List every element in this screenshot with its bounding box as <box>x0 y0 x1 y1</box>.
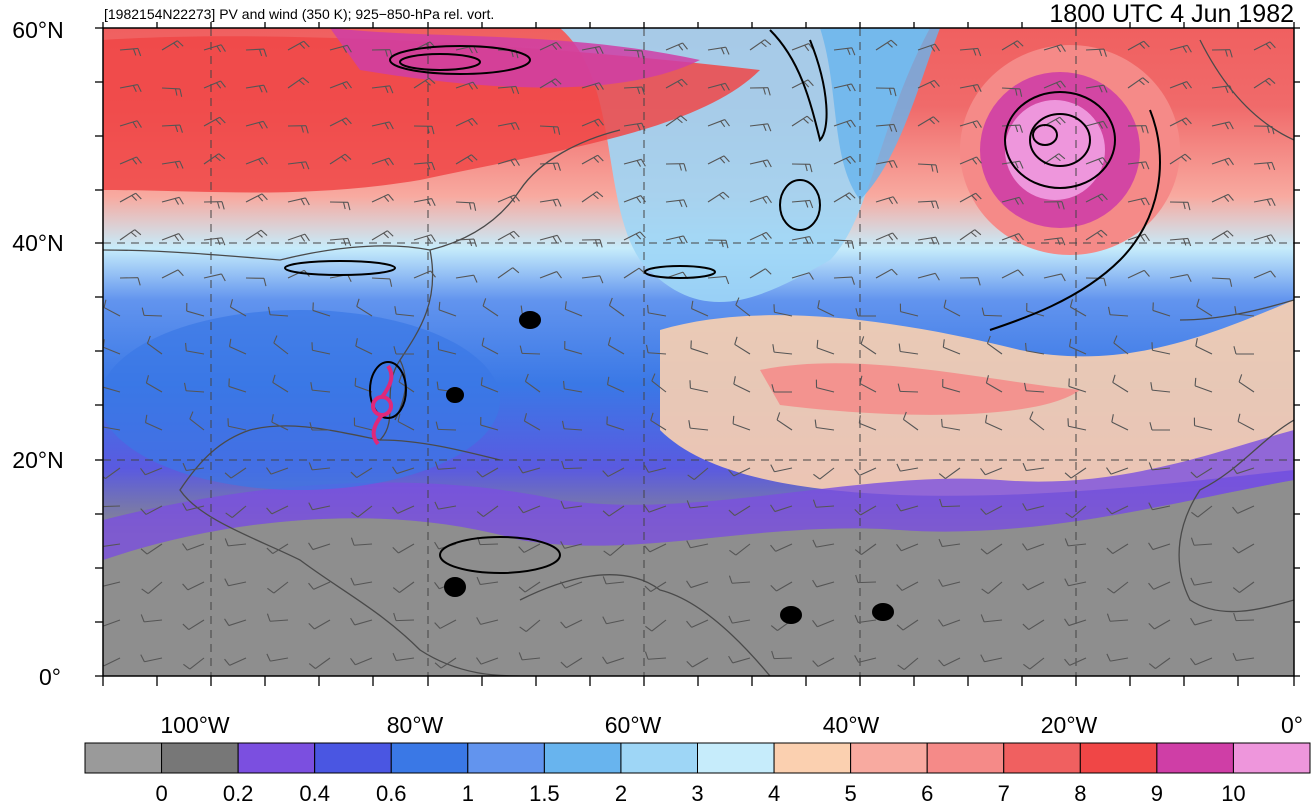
colorbar-tick-label: 8 <box>1074 781 1086 804</box>
pv-subtropical-streak <box>760 363 1080 415</box>
tropical-cyclone-icon <box>371 364 394 446</box>
colorbar-tick-label: 3 <box>691 781 703 804</box>
pv-southern-low <box>103 480 1294 676</box>
lat-label-60n: 60°N <box>12 17 63 43</box>
cutoff-low-core <box>1005 100 1105 200</box>
vort-contour-blob-5 <box>872 603 894 621</box>
colorbar-swatch <box>850 742 928 774</box>
vort-contour-cutoff-1 <box>1029 113 1091 167</box>
colorbar-tick-label: 5 <box>845 781 857 804</box>
vort-contour-arc <box>989 109 1161 331</box>
colorbar-tick-label: 1 <box>462 781 474 804</box>
lon-label-80w: 80°W <box>387 712 444 738</box>
vort-contour-blob-4 <box>780 606 802 624</box>
colorbar-swatch <box>543 742 622 774</box>
colorbar-tick-labels: 0 0.2 0.4 0.6 1 1.5 2 3 4 5 6 7 8 9 10 <box>155 781 1245 804</box>
colorbar-swatch <box>84 742 163 774</box>
axis-ticks <box>95 22 1300 686</box>
lon-label-100w: 100°W <box>160 712 230 738</box>
lat-label-20n: 20°N <box>12 447 63 473</box>
vort-contour-carib <box>439 536 561 574</box>
vort-contour-gulf <box>369 361 407 419</box>
colorbar-swatch <box>1156 742 1234 774</box>
colorbar-tick-label: 7 <box>998 781 1010 804</box>
colorbar-tick-label: 4 <box>768 781 780 804</box>
figure-subtitle: [1982154N22273] PV and wind (350 K); 925… <box>104 6 494 22</box>
europe-coast <box>1179 39 1294 321</box>
gulf-blue-region <box>103 310 500 490</box>
vort-contour-north-1 <box>389 45 531 75</box>
colorbar-tick-label: 6 <box>921 781 933 804</box>
colorbar-tick-label: 2 <box>615 781 627 804</box>
vort-contour-north-arc <box>769 29 828 142</box>
vort-contour-blob-1 <box>519 311 541 329</box>
colorbar-swatch <box>237 742 316 774</box>
vort-contour-cutoff-3 <box>1032 124 1058 146</box>
colorbar-swatch <box>314 742 392 774</box>
colorbar-tick-label: 0.6 <box>376 781 407 804</box>
colorbar-swatch <box>1232 742 1311 774</box>
map-panel <box>103 28 1294 676</box>
colorbar-swatch <box>467 742 545 774</box>
cuba-coast <box>379 439 501 461</box>
vort-contour-north-2 <box>399 53 481 71</box>
colorbar-swatch <box>773 742 852 774</box>
colorbar-tick-label: 0.4 <box>299 781 330 804</box>
coastlines <box>103 39 1294 676</box>
colorbar-tick-label: 0 <box>155 781 167 804</box>
lon-label-20w: 20°W <box>1041 712 1098 738</box>
graticule <box>103 28 1294 676</box>
vorticity-contours <box>284 29 1161 624</box>
colorbar-swatch <box>1079 742 1158 774</box>
colorbar-swatch <box>697 742 775 774</box>
colorbar-tick-label: 9 <box>1151 781 1163 804</box>
colorbar-tick-label: 0.2 <box>223 781 254 804</box>
vort-contour-cutoff-2 <box>1004 91 1116 189</box>
lon-label-40w: 40°W <box>823 712 880 738</box>
vort-contour-east-2 <box>644 265 716 279</box>
north-america-coast <box>103 129 621 676</box>
africa-coast <box>1178 419 1294 613</box>
colorbar <box>84 742 1311 774</box>
vort-contour-east-1 <box>284 260 396 276</box>
colorbar-swatch <box>390 742 469 774</box>
colorbar-swatch <box>620 742 698 774</box>
figure-time-title: 1800 UTC 4 Jun 1982 <box>1049 0 1294 28</box>
colorbar-swatch <box>1003 742 1081 774</box>
vort-contour-blob-3 <box>444 577 466 597</box>
lat-label-40n: 40°N <box>12 230 63 256</box>
colorbar-swatch <box>926 742 1005 774</box>
wind-barbs <box>103 39 1276 671</box>
colorbar-tick-label: 1.5 <box>529 781 560 804</box>
lon-label-60w: 60°W <box>605 712 662 738</box>
colorbar-tick-label: 10 <box>1221 781 1245 804</box>
vort-contour-atlantic <box>779 179 821 231</box>
pv-purple-band <box>103 430 1294 560</box>
lat-label-0: 0° <box>39 664 61 690</box>
colorbar-swatch <box>161 742 239 774</box>
lon-label-0: 0° <box>1281 712 1303 738</box>
vort-contour-blob-2 <box>446 387 464 403</box>
